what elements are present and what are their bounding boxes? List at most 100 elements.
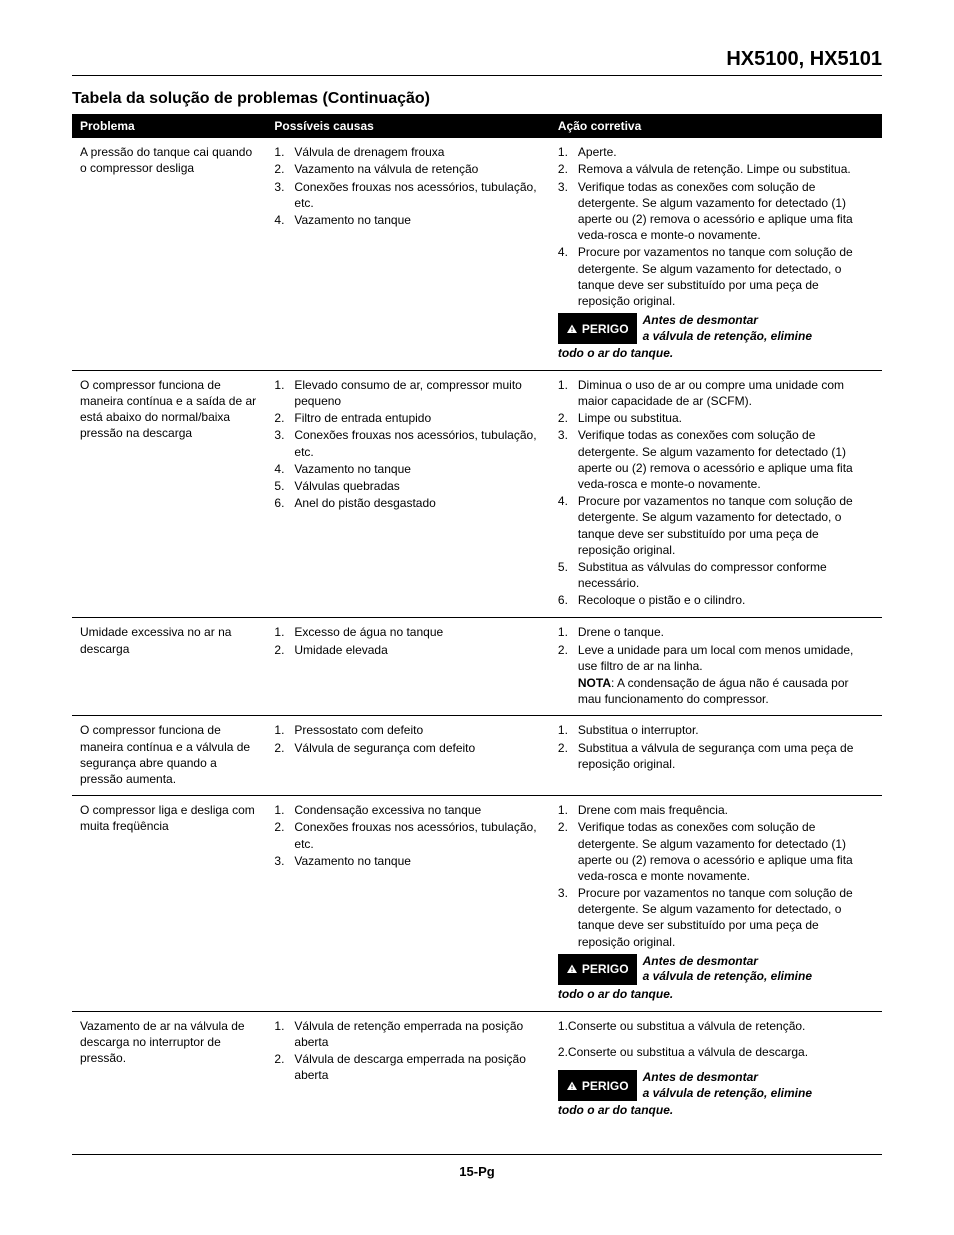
footer-rule — [72, 1154, 882, 1155]
action-item: 3.Verifique todas as conexões com soluçã… — [558, 427, 874, 492]
action-item: 3.Verifique todas as conexões com soluçã… — [558, 179, 874, 244]
action-item: 2.Leve a unidade para um local com menos… — [558, 642, 874, 674]
table-row: A pressão do tanque cai quando o compres… — [72, 138, 882, 370]
col-causes: Possíveis causas — [266, 114, 550, 138]
action-item: 6.Recoloque o pistão e o cilindro. — [558, 592, 874, 608]
table-row: O compressor liga e desliga com muita fr… — [72, 796, 882, 1011]
cause-item: 2.Conexões frouxas nos acessórios, tubul… — [274, 819, 542, 851]
troubleshoot-table: Problema Possíveis causas Ação corretiva… — [72, 114, 882, 1127]
danger-label: PERIGO — [582, 1078, 629, 1094]
col-actions: Ação corretiva — [550, 114, 882, 138]
cause-item: 2.Vazamento na válvula de retenção — [274, 161, 542, 177]
page: HX5100, HX5101 Tabela da solução de prob… — [0, 0, 954, 1235]
cell-actions: 1.Diminua o uso de ar ou compre uma unid… — [550, 370, 882, 618]
warning-icon — [566, 1080, 578, 1092]
action-list: 1.Diminua o uso de ar ou compre uma unid… — [558, 377, 874, 609]
cell-causes: 1.Elevado consumo de ar, compressor muit… — [266, 370, 550, 618]
col-problem: Problema — [72, 114, 266, 138]
cause-item: 1.Excesso de água no tanque — [274, 624, 542, 640]
table-row: Umidade excessiva no ar na descarga1.Exc… — [72, 618, 882, 716]
danger-tag: PERIGO — [558, 1070, 637, 1101]
action-item: 1.Conserte ou substitua a válvula de ret… — [558, 1018, 874, 1034]
cell-causes: 1.Válvula de retenção emperrada na posiç… — [266, 1011, 550, 1127]
cell-actions: 1.Drene o tanque. 2.Leve a unidade para u… — [550, 618, 882, 716]
cause-item: 1.Pressostato com defeito — [274, 722, 542, 738]
cell-actions: 1.Substitua o interruptor. 2.Substitua a … — [550, 716, 882, 796]
action-list: 1.Drene com mais frequência.2.Verifique … — [558, 802, 874, 950]
cause-item: 1.Elevado consumo de ar, compressor muit… — [274, 377, 542, 409]
danger-text-cont: todo o ar do tanque. — [558, 987, 874, 1003]
cell-problem: O compressor funciona de maneira contínu… — [72, 370, 266, 618]
cell-causes: 1.Válvula de drenagem frouxa2.Vazamento … — [266, 138, 550, 370]
cause-item: 3.Vazamento no tanque — [274, 853, 542, 869]
cause-item: 3.Conexões frouxas nos acessórios, tubul… — [274, 427, 542, 459]
cell-causes: 1.Excesso de água no tanque 2.Umidade ele… — [266, 618, 550, 716]
danger-label: PERIGO — [582, 321, 629, 337]
action-item: 2.Conserte ou substitua a válvula de des… — [558, 1044, 874, 1060]
cause-item: 2.Filtro de entrada entupido — [274, 410, 542, 426]
danger-box: PERIGO Antes de desmontara válvula de ret… — [558, 1070, 874, 1101]
cause-item: 2.Válvula de descarga emperrada na posiç… — [274, 1051, 542, 1083]
table-row: O compressor funciona de maneira contínu… — [72, 370, 882, 618]
page-number: 15-Pg — [0, 1164, 954, 1179]
cause-list: 1.Condensação excessiva no tanque2.Conex… — [274, 802, 542, 869]
table-row: Vazamento de ar na válvula de descarga n… — [72, 1011, 882, 1127]
action-list: 1.Substitua o interruptor. 2.Substitua a … — [558, 722, 874, 772]
danger-text-cont: todo o ar do tanque. — [558, 1103, 874, 1119]
warning-icon — [566, 323, 578, 335]
danger-text-cont: todo o ar do tanque. — [558, 346, 874, 362]
cause-item: 2.Umidade elevada — [274, 642, 542, 658]
cell-causes: 1.Condensação excessiva no tanque2.Conex… — [266, 796, 550, 1011]
cause-item: 3.Conexões frouxas nos acessórios, tubul… — [274, 179, 542, 211]
section-title: Tabela da solução de problemas (Continua… — [72, 90, 882, 108]
danger-text: Antes de desmontara válvula de retenção,… — [637, 954, 812, 985]
action-item: 2.Remova a válvula de retenção. Limpe ou… — [558, 161, 874, 177]
danger-tag: PERIGO — [558, 313, 637, 344]
cell-actions: 1.Drene com mais frequência.2.Verifique … — [550, 796, 882, 1011]
action-item: 2.Verifique todas as conexões com soluçã… — [558, 819, 874, 884]
action-item: 1.Drene com mais frequência. — [558, 802, 874, 818]
note-label: NOTA — [578, 676, 611, 690]
danger-text: Antes de desmontara válvula de retenção,… — [637, 1070, 812, 1101]
table-row: O compressor funciona de maneira contínu… — [72, 716, 882, 796]
cell-actions: 1.Aperte.2.Remova a válvula de retenção.… — [550, 138, 882, 370]
danger-label: PERIGO — [582, 961, 629, 977]
cause-list: 1.Elevado consumo de ar, compressor muit… — [274, 377, 542, 512]
model-header: HX5100, HX5101 — [72, 48, 882, 71]
cause-item: 1.Condensação excessiva no tanque — [274, 802, 542, 818]
action-item: 1.Drene o tanque. — [558, 624, 874, 640]
cell-problem: Umidade excessiva no ar na descarga — [72, 618, 266, 716]
action-list: 1.Drene o tanque. 2.Leve a unidade para u… — [558, 624, 874, 674]
action-item: 1.Substitua o interruptor. — [558, 722, 874, 738]
note: NOTA: A condensação de água não é causad… — [558, 675, 874, 707]
action-item: 4.Procure por vazamentos no tanque com s… — [558, 244, 874, 309]
cause-item: 6.Anel do pistão desgastado — [274, 495, 542, 511]
cause-list: 1.Válvula de drenagem frouxa2.Vazamento … — [274, 144, 542, 228]
cause-item: 2.Válvula de segurança com defeito — [274, 740, 542, 756]
cause-item: 5.Válvulas quebradas — [274, 478, 542, 494]
danger-box: PERIGO Antes de desmontara válvula de ret… — [558, 313, 874, 344]
action-item: 2.Substitua a válvula de segurança com u… — [558, 740, 874, 772]
cause-list: 1.Excesso de água no tanque 2.Umidade ele… — [274, 624, 542, 657]
cause-list: 1.Válvula de retenção emperrada na posiç… — [274, 1018, 542, 1084]
warning-icon — [566, 963, 578, 975]
action-list: 1.Aperte.2.Remova a válvula de retenção.… — [558, 144, 874, 309]
danger-text: Antes de desmontara válvula de retenção,… — [637, 313, 812, 344]
cause-list: 1.Pressostato com defeito 2.Válvula de se… — [274, 722, 542, 755]
cell-problem: A pressão do tanque cai quando o compres… — [72, 138, 266, 370]
cause-item: 4.Vazamento no tanque — [274, 212, 542, 228]
cause-item: 1.Válvula de drenagem frouxa — [274, 144, 542, 160]
action-item: 3.Procure por vazamentos no tanque com s… — [558, 885, 874, 950]
cell-problem: O compressor liga e desliga com muita fr… — [72, 796, 266, 1011]
table-header-row: Problema Possíveis causas Ação corretiva — [72, 114, 882, 138]
cell-problem: O compressor funciona de maneira contínu… — [72, 716, 266, 796]
cell-causes: 1.Pressostato com defeito 2.Válvula de se… — [266, 716, 550, 796]
action-item: 4.Procure por vazamentos no tanque com s… — [558, 493, 874, 558]
action-item: 1.Diminua o uso de ar ou compre uma unid… — [558, 377, 874, 409]
action-item: 1.Aperte. — [558, 144, 874, 160]
danger-tag: PERIGO — [558, 954, 637, 985]
cause-item: 4.Vazamento no tanque — [274, 461, 542, 477]
cell-problem: Vazamento de ar na válvula de descarga n… — [72, 1011, 266, 1127]
danger-box: PERIGO Antes de desmontara válvula de ret… — [558, 954, 874, 985]
cell-actions: 1.Conserte ou substitua a válvula de ret… — [550, 1011, 882, 1127]
